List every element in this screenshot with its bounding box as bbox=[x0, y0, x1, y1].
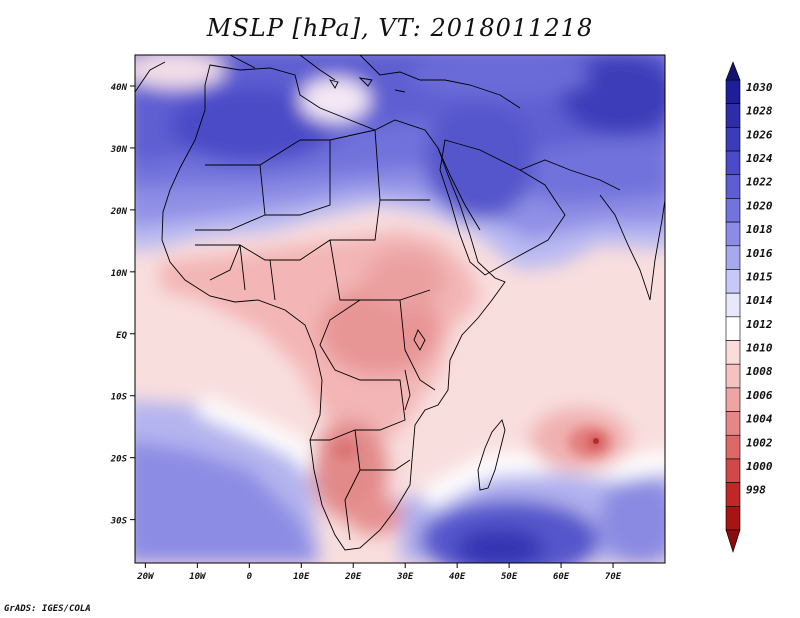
coastlines bbox=[135, 55, 665, 551]
lat-tick-label: 20S bbox=[110, 455, 128, 465]
colorbar-swatch bbox=[725, 482, 741, 507]
colorbar-label: 1012 bbox=[746, 318, 773, 331]
colorbar-swatch bbox=[725, 387, 741, 412]
colorbar-swatch bbox=[725, 127, 741, 152]
colorbar-label: 1022 bbox=[746, 176, 773, 189]
colorbar-label: 1030 bbox=[746, 81, 773, 94]
colorbar-swatch bbox=[725, 340, 741, 365]
colorbar-swatch bbox=[725, 458, 741, 483]
lat-tick-label: 10S bbox=[111, 393, 128, 403]
lon-tick-label: 50E bbox=[501, 572, 518, 582]
colorbar: 1030 1028 1026 1024 1022 1020 1018 1016 1015 1014… bbox=[725, 61, 773, 553]
lon-tick-label: 60E bbox=[553, 572, 570, 582]
colorbar-label: 1024 bbox=[746, 152, 773, 165]
colorbar-label: 998 bbox=[746, 484, 766, 497]
colorbar-max-arrow bbox=[725, 61, 741, 81]
colorbar-swatch bbox=[725, 198, 741, 223]
colorbar-swatch bbox=[725, 174, 741, 199]
lat-tick-label: 40N bbox=[111, 83, 128, 93]
map-title: MSLP [hPa], VT: 2018011218 bbox=[206, 14, 594, 42]
colorbar-swatch bbox=[725, 363, 741, 389]
colorbar-label: 1014 bbox=[746, 294, 773, 307]
footer-credit: GrADS: IGES/COLA bbox=[4, 604, 91, 614]
longitude-axis: 20W 10W 0 10E 20E 30E 40E 50E 60E 70E bbox=[136, 563, 622, 582]
colorbar-label: 1000 bbox=[746, 460, 773, 473]
map-frame bbox=[134, 54, 666, 564]
colorbar-swatch bbox=[725, 221, 741, 247]
lon-tick-label: 10W bbox=[189, 572, 207, 582]
colorbar-swatch bbox=[725, 411, 741, 436]
colorbar-label: 1026 bbox=[746, 128, 773, 141]
colorbar-swatch bbox=[725, 292, 741, 318]
colorbar-label: 1006 bbox=[746, 389, 773, 402]
lat-tick-label: EQ bbox=[116, 331, 127, 341]
colorbar-swatch bbox=[725, 103, 741, 128]
lat-tick-label: 20N bbox=[110, 207, 128, 217]
lon-tick-label: 0 bbox=[247, 572, 253, 582]
lon-tick-label: 20W bbox=[136, 572, 155, 582]
colorbar-label: 1008 bbox=[746, 365, 773, 378]
colorbar-swatch bbox=[725, 150, 741, 176]
lat-tick-label: 30N bbox=[110, 145, 128, 155]
lon-tick-label: 20E bbox=[344, 572, 362, 582]
lat-tick-label: 10N bbox=[111, 269, 128, 279]
lon-tick-label: 10E bbox=[293, 572, 310, 582]
colorbar-label: 1002 bbox=[746, 436, 773, 449]
colorbar-label: 1004 bbox=[746, 413, 773, 426]
colorbar-swatch bbox=[725, 506, 741, 531]
colorbar-label: 1020 bbox=[746, 199, 773, 212]
colorbar-swatch bbox=[725, 269, 741, 294]
colorbar-swatch bbox=[725, 79, 741, 104]
colorbar-label: 1010 bbox=[746, 342, 773, 355]
colorbar-label: 1015 bbox=[746, 270, 773, 283]
colorbar-label: 1028 bbox=[746, 105, 773, 118]
lon-tick-label: 70E bbox=[605, 572, 622, 582]
lon-tick-label: 30E bbox=[396, 572, 414, 582]
pressure-field bbox=[135, 55, 665, 563]
colorbar-swatch bbox=[725, 434, 741, 460]
colorbar-swatch bbox=[725, 245, 741, 270]
lon-tick-label: 40E bbox=[449, 572, 466, 582]
lat-tick-label: 30S bbox=[110, 517, 128, 527]
colorbar-min-arrow bbox=[725, 529, 741, 553]
colorbar-label: 1016 bbox=[746, 247, 773, 260]
colorbar-label: 1018 bbox=[746, 223, 773, 236]
colorbar-swatch bbox=[725, 316, 741, 341]
latitude-axis: 40N 30N 20N 10N EQ 10S 20S 30S bbox=[110, 83, 135, 527]
